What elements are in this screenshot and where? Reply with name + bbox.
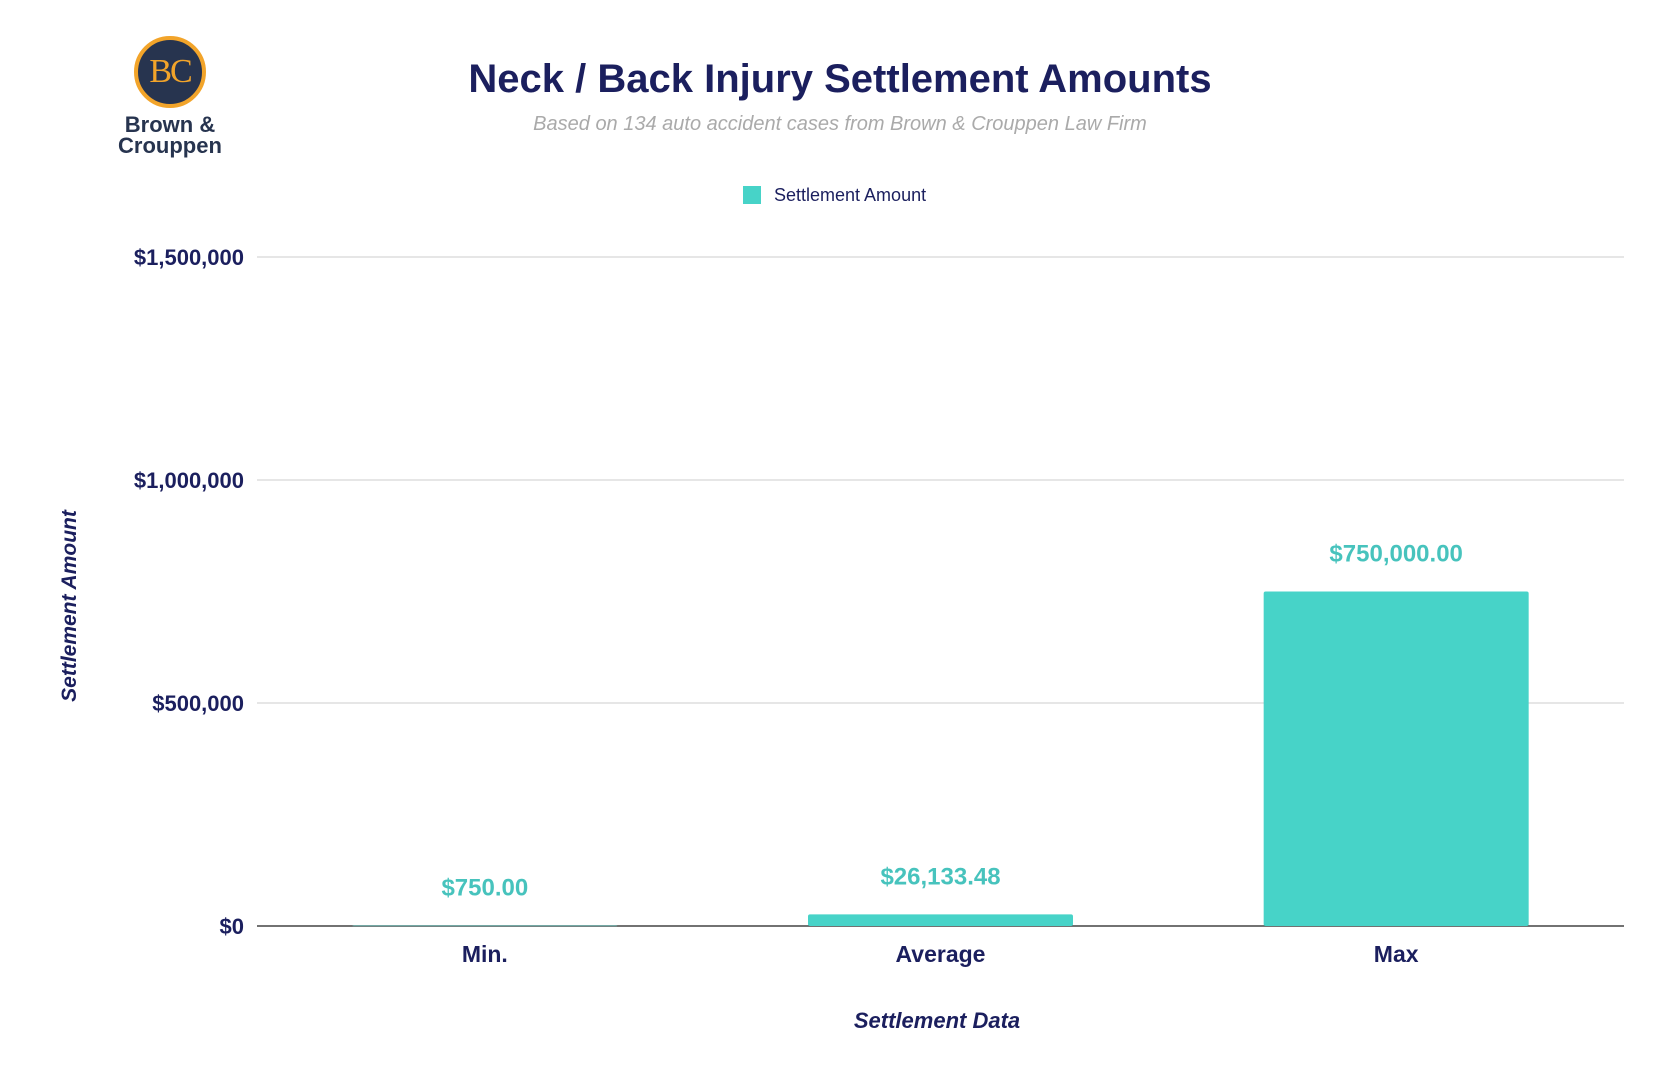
brand-logo: BC Brown & Crouppen bbox=[110, 36, 230, 158]
y-tick-label: $1,500,000 bbox=[134, 245, 244, 270]
logo-monogram: BC bbox=[134, 36, 206, 108]
data-label: $750,000.00 bbox=[1329, 541, 1462, 568]
logo-name-line1: Brown & bbox=[124, 112, 216, 137]
x-tick-label: Average bbox=[896, 941, 986, 967]
x-axis-label: Settlement Data bbox=[854, 1008, 1020, 1033]
chart-title: Neck / Back Injury Settlement Amounts bbox=[468, 57, 1211, 101]
y-axis-label: Settlement Amount bbox=[58, 509, 81, 702]
chart-subtitle: Based on 134 auto accident cases from Br… bbox=[533, 113, 1147, 135]
y-tick-label: $500,000 bbox=[152, 691, 244, 716]
bar-max bbox=[1263, 591, 1529, 926]
logo-name-line2: Crouppen bbox=[118, 133, 222, 158]
bar-average bbox=[808, 914, 1073, 926]
y-tick-label: $0 bbox=[220, 914, 244, 939]
data-label: $750.00 bbox=[441, 875, 528, 902]
y-tick-label: $1,000,000 bbox=[134, 468, 244, 493]
legend-swatch bbox=[743, 186, 761, 204]
legend-label: Settlement Amount bbox=[774, 185, 926, 205]
logo-monogram-text: BC bbox=[149, 53, 192, 90]
x-tick-label: Min. bbox=[462, 941, 508, 967]
bar-min bbox=[352, 925, 618, 927]
x-tick-label: Max bbox=[1374, 941, 1419, 967]
data-label: $26,133.48 bbox=[880, 863, 1000, 890]
logo-name: Brown & Crouppen bbox=[110, 112, 230, 158]
